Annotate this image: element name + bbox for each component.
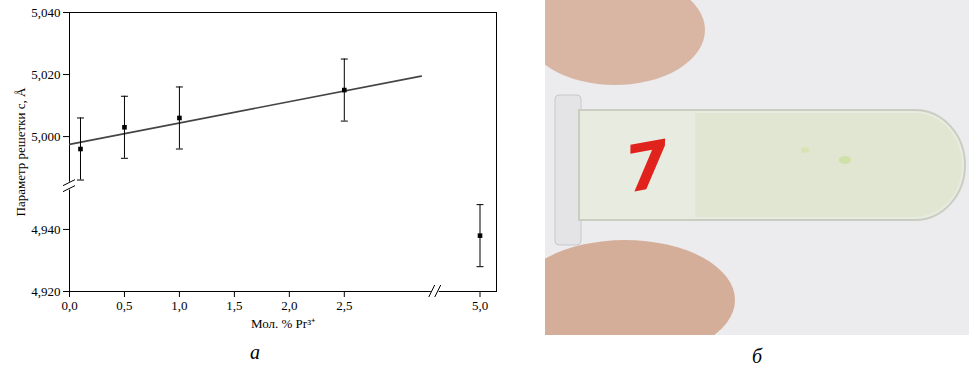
svg-text:5,0: 5,0 bbox=[471, 298, 487, 313]
svg-text:7: 7 bbox=[619, 126, 676, 207]
svg-text:0,5: 0,5 bbox=[116, 298, 132, 313]
svg-text:4,920: 4,920 bbox=[31, 284, 60, 299]
html-text:а: а bbox=[250, 341, 260, 363]
svg-text:5,000: 5,000 bbox=[31, 129, 60, 144]
svg-text:2,5: 2,5 bbox=[336, 298, 352, 313]
svg-text:4,940: 4,940 bbox=[31, 222, 60, 237]
svg-text:2,0: 2,0 bbox=[281, 298, 297, 313]
svg-text:5,040: 5,040 bbox=[31, 5, 60, 20]
svg-text:1,5: 1,5 bbox=[226, 298, 242, 313]
svg-text:5,020: 5,020 bbox=[31, 67, 60, 82]
svg-text:0,0: 0,0 bbox=[61, 298, 77, 313]
html-text:б: б bbox=[752, 345, 762, 367]
svg-text:Мол. % Pr³⁺: Мол. % Pr³⁺ bbox=[250, 316, 314, 331]
svg-text:1,0: 1,0 bbox=[171, 298, 187, 313]
svg-text:Параметр решетки c, Å: Параметр решетки c, Å bbox=[12, 87, 27, 217]
